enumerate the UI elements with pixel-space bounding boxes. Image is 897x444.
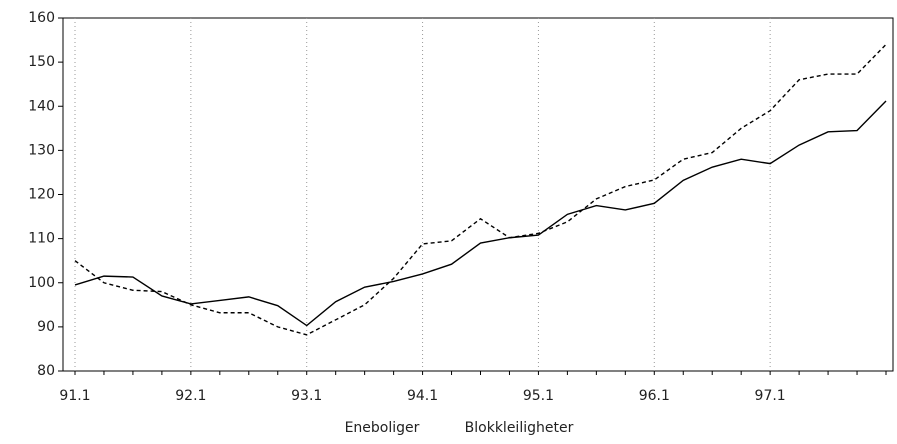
x-tick-label: 97.1	[755, 388, 786, 404]
x-tick-label: 95.1	[523, 388, 554, 404]
series-line	[74, 43, 887, 336]
y-tick-label: 80	[37, 363, 55, 379]
y-tick-label: 130	[28, 142, 55, 158]
x-tick-label: 91.1	[59, 388, 90, 404]
x-tick-label: 96.1	[639, 388, 670, 404]
y-tick-label: 110	[28, 231, 55, 247]
y-tick-label: 90	[37, 319, 55, 335]
plot-frame	[62, 17, 894, 372]
y-tick-label: 120	[28, 187, 55, 203]
y-tick-label: 100	[28, 275, 55, 291]
x-tick-label: 94.1	[407, 388, 438, 404]
x-tick-label: 92.1	[175, 388, 206, 404]
y-tick-label: 140	[28, 98, 55, 114]
series-line	[74, 100, 887, 327]
y-tick-label: 160	[28, 10, 55, 26]
legend-label: Eneboliger	[345, 420, 420, 436]
legend-label: Blokkleiligheter	[465, 420, 574, 436]
x-tick-label: 93.1	[291, 388, 322, 404]
y-tick-label: 150	[28, 54, 55, 70]
